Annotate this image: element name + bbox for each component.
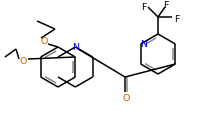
Text: F: F [163, 1, 169, 10]
Text: F: F [174, 14, 180, 23]
Text: O: O [122, 94, 130, 103]
Text: O: O [40, 37, 48, 46]
Text: N: N [72, 43, 79, 52]
Text: F: F [141, 3, 147, 12]
Text: O: O [19, 57, 27, 66]
Text: N: N [140, 40, 147, 49]
